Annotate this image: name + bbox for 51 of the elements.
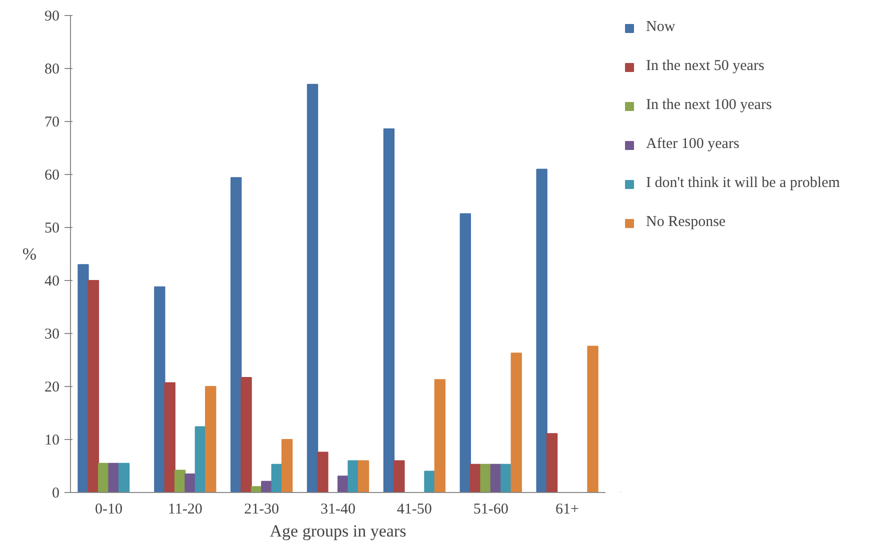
bar xyxy=(184,473,196,492)
y-tick-label: 30 xyxy=(44,326,60,342)
bar xyxy=(383,128,395,492)
x-tick-label: 61+ xyxy=(556,502,580,518)
legend-label: Now xyxy=(646,19,676,36)
legend-label: After 100 years xyxy=(646,136,740,153)
bar xyxy=(546,433,558,492)
y-tick-label: 90 xyxy=(44,8,60,24)
bar xyxy=(88,280,100,492)
x-axis-title: Age groups in years xyxy=(270,522,406,540)
legend-label: No Response xyxy=(646,214,726,231)
bar xyxy=(306,84,318,492)
y-tick-label: 80 xyxy=(44,62,60,78)
bar xyxy=(78,264,89,492)
x-tick-label: 41-50 xyxy=(396,502,432,518)
bar xyxy=(358,460,370,492)
legend-label: In the next 50 years xyxy=(646,58,764,75)
bar xyxy=(174,470,186,492)
y-tick-label: 10 xyxy=(44,432,60,448)
y-tick-label: 0 xyxy=(52,486,60,502)
bar xyxy=(108,462,120,492)
x-tick-label: 51-60 xyxy=(473,502,508,518)
y-tick-label: 70 xyxy=(44,114,60,130)
y-tick-label: 60 xyxy=(44,168,60,184)
bar xyxy=(164,382,176,492)
x-tick-label: 0-10 xyxy=(94,502,122,518)
bar xyxy=(434,379,446,492)
legend-label: I don't think it will be a problem xyxy=(646,175,840,192)
legend-label: In the next 100 years xyxy=(646,97,772,114)
bar xyxy=(460,213,471,492)
bar xyxy=(480,464,492,492)
y-tick-label: 20 xyxy=(44,380,60,396)
bar xyxy=(510,352,522,492)
x-tick-label: 31-40 xyxy=(320,502,356,518)
y-axis-title: % xyxy=(22,244,37,264)
bar xyxy=(424,470,436,492)
bar xyxy=(230,177,242,492)
bar xyxy=(394,460,405,492)
bar xyxy=(536,168,548,492)
bar xyxy=(281,439,293,492)
x-tick-label: 11-20 xyxy=(168,502,202,518)
bar xyxy=(317,452,328,492)
bar xyxy=(240,376,252,492)
bar xyxy=(118,462,130,492)
bar xyxy=(154,286,166,492)
y-tick-label: 40 xyxy=(44,274,60,290)
y-tick-label: 50 xyxy=(44,220,60,236)
bar xyxy=(205,386,216,492)
x-tick-label: 21-30 xyxy=(244,502,280,518)
bar xyxy=(348,460,359,492)
bar xyxy=(587,346,598,492)
